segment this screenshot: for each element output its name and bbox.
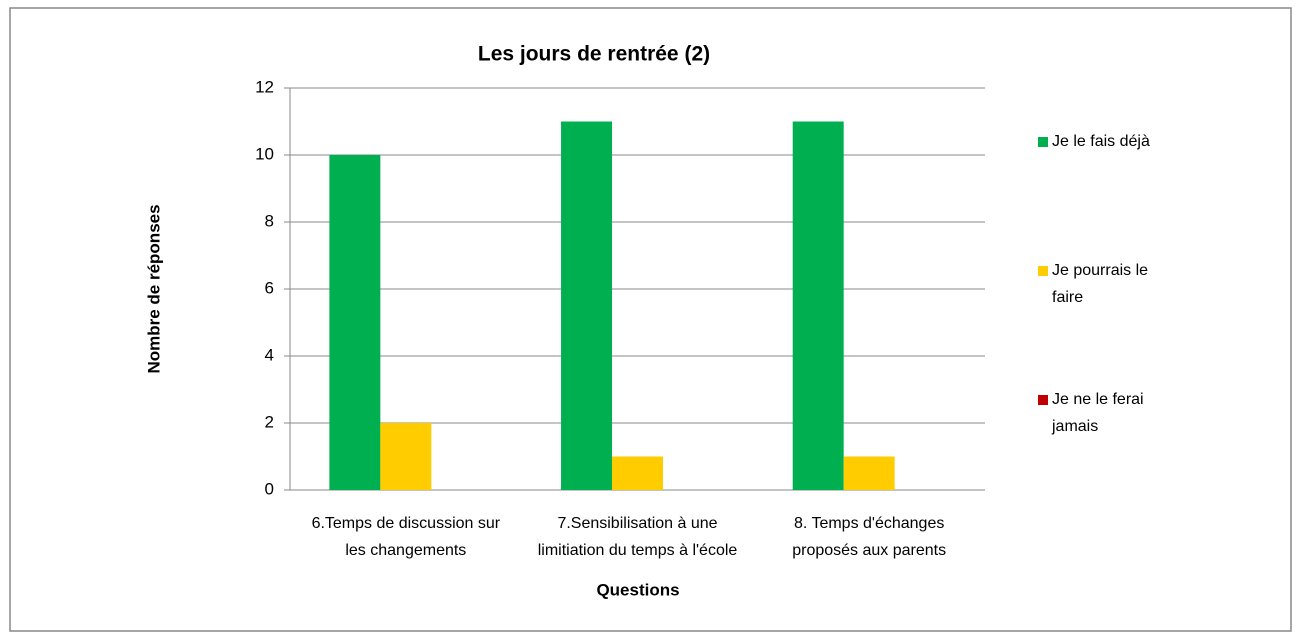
y-tick-label: 12 bbox=[255, 77, 274, 96]
legend-swatch bbox=[1038, 395, 1048, 405]
chart-title: Les jours de rentrée (2) bbox=[478, 43, 710, 66]
legend-label: Je le fais déjà bbox=[1052, 133, 1150, 150]
bar bbox=[843, 456, 895, 490]
y-tick-label: 0 bbox=[265, 479, 274, 498]
chart-border bbox=[9, 7, 1292, 632]
legend-swatch bbox=[1038, 266, 1048, 276]
bar bbox=[561, 121, 613, 490]
x-axis-label: Questions bbox=[596, 580, 679, 599]
legend-label: Je ne le ferai jamais bbox=[1052, 391, 1144, 435]
y-tick-label: 10 bbox=[255, 144, 274, 163]
y-axis-label: Nombre de réponses bbox=[144, 204, 163, 373]
y-tick-label: 6 bbox=[265, 278, 274, 297]
x-tick-label: 6.Temps de discussion sur les changement… bbox=[311, 515, 501, 559]
x-tick-label: 7.Sensibilisation à une limitiation du t… bbox=[537, 515, 738, 559]
bar bbox=[329, 155, 381, 490]
bar bbox=[612, 456, 663, 490]
bar bbox=[380, 423, 432, 490]
bar bbox=[792, 121, 844, 490]
y-tick-label: 8 bbox=[265, 211, 274, 230]
y-tick-label: 4 bbox=[265, 345, 274, 364]
x-tick-label: 8. Temps d'échanges proposés aux parents bbox=[792, 515, 947, 559]
legend-swatch bbox=[1038, 137, 1048, 147]
legend-label: Je pourrais le faire bbox=[1052, 262, 1149, 306]
y-tick-label: 2 bbox=[265, 412, 274, 431]
